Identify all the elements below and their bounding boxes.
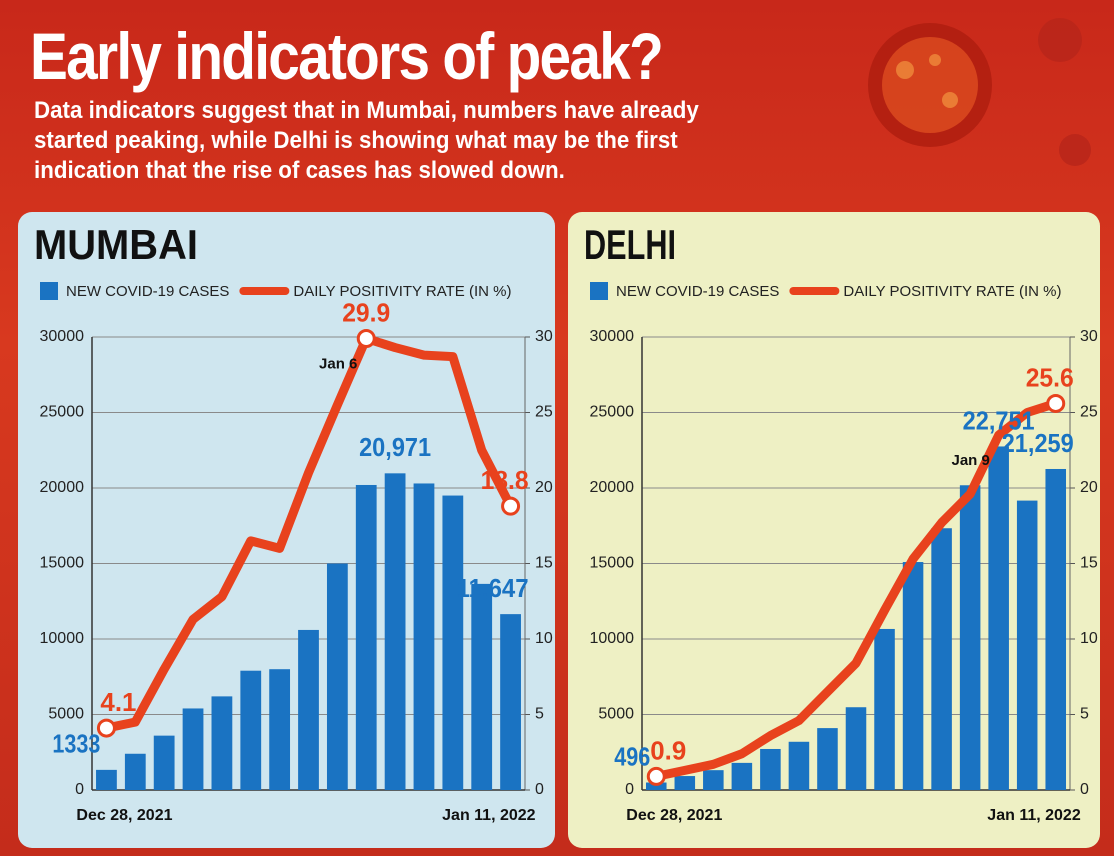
bar bbox=[760, 749, 781, 790]
point-marker bbox=[648, 768, 664, 784]
bar bbox=[988, 446, 1009, 790]
bar bbox=[675, 776, 696, 790]
value-label: 20,971 bbox=[359, 432, 431, 462]
y2-tick-label: 15 bbox=[535, 555, 553, 572]
legend-label: DAILY POSITIVITY RATE (IN %) bbox=[293, 283, 511, 300]
bar bbox=[125, 754, 146, 790]
point-marker bbox=[98, 720, 114, 736]
y-tick-label: 10000 bbox=[40, 630, 85, 647]
page: MUMBAI NEW COVID-19 CASES DAILY POSITIVITY… bbox=[0, 0, 1114, 856]
bar bbox=[874, 629, 895, 790]
bar bbox=[96, 770, 117, 790]
legend-swatch bbox=[40, 282, 58, 300]
value-label: 1333 bbox=[52, 729, 100, 759]
y-tick-label: 10000 bbox=[590, 630, 635, 647]
y-tick-label: 25000 bbox=[590, 404, 635, 421]
y-tick-label: 30000 bbox=[590, 328, 635, 345]
bar bbox=[1045, 469, 1066, 790]
x-tick-label: Jan 11, 2022 bbox=[987, 807, 1081, 824]
point-marker bbox=[1048, 395, 1064, 411]
y2-tick-label: 0 bbox=[1080, 781, 1089, 798]
legend-label: DAILY POSITIVITY RATE (IN %) bbox=[843, 283, 1061, 300]
bar bbox=[703, 770, 724, 790]
bar bbox=[1017, 501, 1038, 790]
bar bbox=[442, 496, 463, 790]
value-label: 18.8 bbox=[481, 465, 529, 495]
y-tick-label: 0 bbox=[75, 781, 84, 798]
bar bbox=[269, 669, 290, 790]
value-label: 11,647 bbox=[457, 573, 529, 603]
bar bbox=[385, 473, 406, 790]
x-tick-label: Jan 11, 2022 bbox=[442, 807, 536, 824]
bar bbox=[183, 708, 204, 790]
x-tick-label: Dec 28, 2021 bbox=[626, 807, 722, 824]
value-label: 0.9 bbox=[650, 735, 686, 765]
bar bbox=[732, 763, 753, 790]
bar bbox=[414, 483, 435, 790]
legend-swatch bbox=[590, 282, 608, 300]
date-note: Jan 6 bbox=[319, 355, 357, 372]
y-tick-label: 30000 bbox=[40, 328, 85, 345]
bar bbox=[471, 584, 492, 790]
y2-tick-label: 0 bbox=[535, 781, 544, 798]
bar bbox=[212, 696, 233, 790]
bar bbox=[789, 742, 810, 790]
bar bbox=[931, 528, 952, 790]
y2-tick-label: 10 bbox=[1080, 630, 1098, 647]
y-tick-label: 20000 bbox=[590, 479, 635, 496]
subtitle: Data indicators suggest that in Mumbai, … bbox=[34, 96, 769, 186]
y2-tick-label: 30 bbox=[1080, 328, 1098, 345]
bar bbox=[500, 614, 521, 790]
y-tick-label: 5000 bbox=[598, 706, 634, 723]
legend-label: NEW COVID-19 CASES bbox=[66, 283, 229, 300]
bar bbox=[846, 707, 867, 790]
y2-tick-label: 30 bbox=[535, 328, 553, 345]
y-tick-label: 15000 bbox=[40, 555, 85, 572]
y2-tick-label: 5 bbox=[1080, 706, 1089, 723]
y2-tick-label: 20 bbox=[535, 479, 553, 496]
y-tick-label: 5000 bbox=[48, 706, 84, 723]
bar bbox=[298, 630, 319, 790]
y2-tick-label: 20 bbox=[1080, 479, 1098, 496]
virus-decoration bbox=[868, 18, 1091, 166]
bar bbox=[327, 564, 348, 791]
bar bbox=[240, 671, 261, 790]
panel-title: MUMBAI bbox=[34, 221, 198, 268]
bar bbox=[817, 728, 838, 790]
date-note: Jan 9 bbox=[951, 452, 989, 469]
bar bbox=[356, 485, 377, 790]
x-tick-label: Dec 28, 2021 bbox=[76, 807, 172, 824]
value-label: 21,259 bbox=[1002, 428, 1074, 458]
y-tick-label: 25000 bbox=[40, 404, 85, 421]
bar bbox=[154, 736, 175, 790]
y2-tick-label: 25 bbox=[535, 404, 553, 421]
legend-label: NEW COVID-19 CASES bbox=[616, 283, 779, 300]
bar bbox=[903, 562, 924, 790]
title: Early indicators of peak? bbox=[30, 18, 662, 94]
point-marker bbox=[358, 331, 374, 347]
value-label: 29.9 bbox=[342, 297, 390, 327]
y2-tick-label: 15 bbox=[1080, 555, 1098, 572]
value-label: 4.1 bbox=[100, 687, 136, 717]
y-tick-label: 0 bbox=[625, 781, 634, 798]
value-label: 25.6 bbox=[1026, 362, 1074, 392]
y-tick-label: 20000 bbox=[40, 479, 85, 496]
y2-tick-label: 25 bbox=[1080, 404, 1098, 421]
value-label: 496 bbox=[614, 741, 650, 771]
y-tick-label: 15000 bbox=[590, 555, 635, 572]
panel-title: DELHI bbox=[584, 221, 676, 268]
bar bbox=[960, 485, 981, 790]
y2-tick-label: 5 bbox=[535, 706, 544, 723]
point-marker bbox=[503, 498, 519, 514]
y2-tick-label: 10 bbox=[535, 630, 553, 647]
